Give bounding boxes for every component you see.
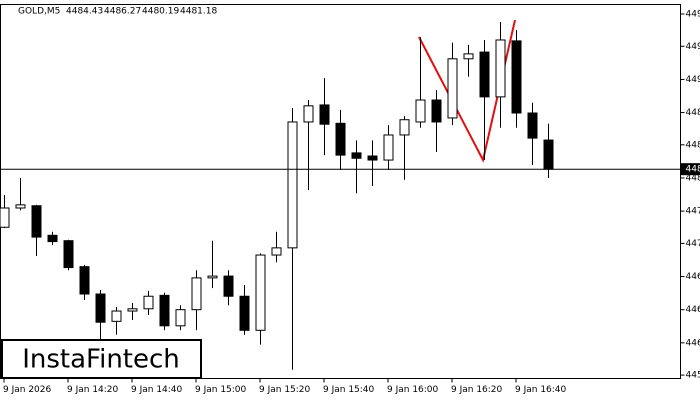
candle-body-up bbox=[383, 134, 394, 161]
candle-body-up bbox=[463, 53, 474, 60]
candle-body-down bbox=[79, 266, 90, 295]
y-tick-label: 4472.90 bbox=[686, 239, 700, 249]
x-tick-label: 9 Jan 2026 bbox=[3, 385, 51, 395]
candle-body-up bbox=[143, 295, 154, 310]
logo-box bbox=[1, 339, 202, 379]
candle-body-up bbox=[447, 58, 458, 119]
candle-body-up bbox=[15, 204, 26, 209]
x-tick-label: 9 Jan 14:20 bbox=[67, 385, 119, 395]
high-value: 4486.27 bbox=[104, 7, 141, 17]
candle-body-down bbox=[543, 139, 554, 170]
candle-body-up bbox=[399, 119, 410, 136]
candle-body-up bbox=[303, 105, 314, 123]
candle-body-up bbox=[175, 309, 186, 327]
candle-body-down bbox=[31, 205, 42, 238]
candle-body-up bbox=[415, 99, 426, 123]
x-tick-label: 9 Jan 14:40 bbox=[131, 385, 183, 395]
candle-body-up bbox=[0, 207, 10, 228]
open-value: 4484.43 bbox=[66, 7, 103, 17]
close-value: 4481.18 bbox=[180, 7, 217, 17]
x-tick-label: 9 Jan 15:00 bbox=[195, 385, 247, 395]
candle-body-down bbox=[479, 51, 490, 98]
x-tick-label: 9 Jan 16:20 bbox=[451, 385, 503, 395]
last-price-label: 4481.18 bbox=[686, 165, 700, 175]
y-tick-label: 4461.80 bbox=[686, 338, 700, 348]
candle-body-up bbox=[111, 310, 122, 322]
candle-body-up bbox=[271, 247, 282, 256]
candle-body-down bbox=[335, 122, 346, 156]
y-tick-label: 4476.50 bbox=[686, 207, 700, 217]
candle-body-up bbox=[287, 121, 298, 249]
candle-body-up bbox=[191, 277, 202, 311]
y-tick-label: 4491.20 bbox=[686, 75, 700, 85]
y-tick-label: 4483.90 bbox=[686, 140, 700, 150]
candle-body-down bbox=[527, 112, 538, 139]
x-tick-label: 9 Jan 16:00 bbox=[387, 385, 439, 395]
plot-frame bbox=[0, 4, 681, 379]
y-tick-label: 4469.20 bbox=[686, 272, 700, 282]
symbol: GOLD,M5 bbox=[18, 7, 60, 17]
candle-body-down bbox=[239, 295, 250, 331]
candle-body-down bbox=[95, 293, 106, 323]
candle-body-up bbox=[127, 308, 138, 312]
candle-body-down bbox=[431, 99, 442, 123]
candle-body-down bbox=[223, 275, 234, 297]
candle-body-down bbox=[351, 152, 362, 159]
y-tick-label: 4480.20 bbox=[686, 173, 700, 183]
candle-body-down bbox=[511, 40, 522, 114]
y-tick-label: 4498.50 bbox=[686, 9, 700, 19]
logo: InstaFintech bbox=[22, 345, 180, 375]
low-value: 4480.19 bbox=[142, 7, 179, 17]
candle-body-down bbox=[319, 104, 330, 125]
header: GOLD,M5 4484.43 4486.27 4480.19 4481.18 bbox=[18, 7, 217, 17]
candle-body-down bbox=[367, 155, 378, 161]
y-tick-label: 4465.50 bbox=[686, 305, 700, 315]
candle-body-down bbox=[63, 240, 74, 269]
y-tick-label: 4458.20 bbox=[686, 371, 700, 381]
candle-body-down bbox=[159, 294, 170, 327]
candle-body-up bbox=[207, 275, 218, 279]
y-tick-label: 4487.50 bbox=[686, 108, 700, 118]
candle-body-up bbox=[255, 254, 266, 331]
last-price-box bbox=[680, 163, 700, 176]
x-tick-label: 9 Jan 15:40 bbox=[323, 385, 375, 395]
candle-body-down bbox=[47, 234, 58, 243]
x-tick-label: 9 Jan 15:20 bbox=[259, 385, 311, 395]
candle-body-up bbox=[495, 39, 506, 98]
x-tick-label: 9 Jan 16:40 bbox=[515, 385, 567, 395]
